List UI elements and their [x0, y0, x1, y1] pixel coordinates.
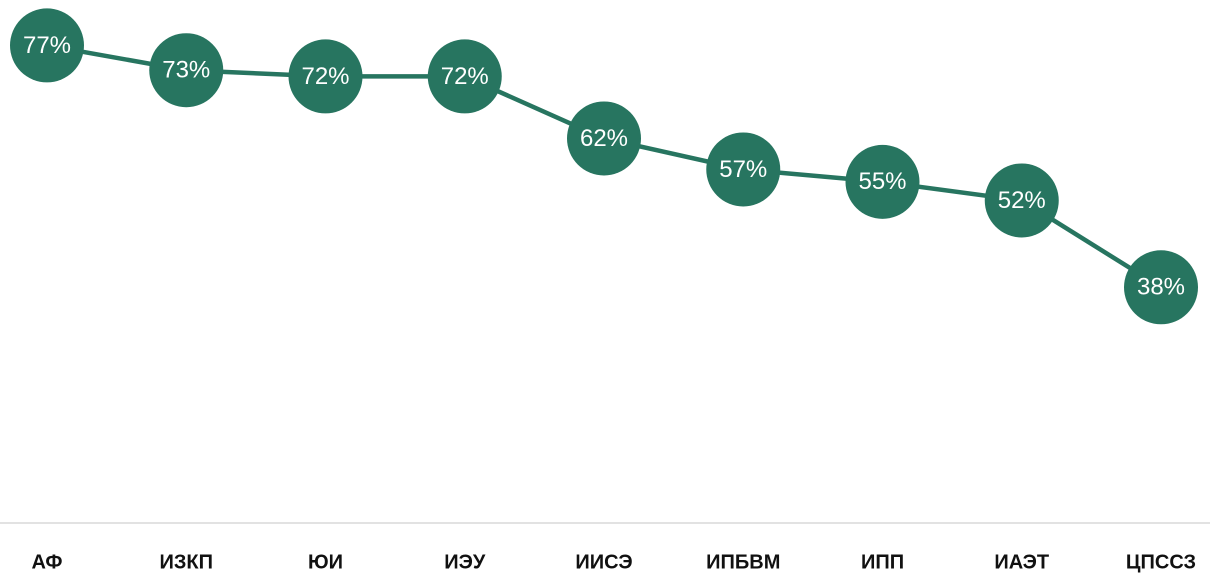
data-label: 77%: [23, 32, 71, 59]
data-label: 72%: [441, 63, 489, 90]
data-label: 73%: [162, 57, 210, 84]
data-label: 62%: [580, 125, 628, 152]
x-tick-label: ЮИ: [308, 551, 343, 573]
point: [427, 39, 502, 114]
x-tick-label: ИАЭТ: [994, 551, 1049, 573]
data-label: 72%: [301, 63, 349, 90]
point: [10, 8, 84, 83]
x-tick-label: ИЭУ: [444, 551, 486, 573]
x-tick-label: ИЗКП: [160, 551, 214, 573]
point: [845, 144, 920, 219]
data-label: 52%: [998, 187, 1046, 214]
x-tick-label: ЦПССЗ: [1126, 551, 1196, 573]
point: [288, 39, 363, 114]
x-tick-label: ИИСЭ: [575, 551, 632, 573]
data-label: 38%: [1137, 274, 1185, 301]
x-tick-label: ИПБВМ: [706, 551, 780, 573]
data-label: 55%: [858, 168, 906, 195]
point: [984, 163, 1059, 238]
point: [706, 132, 781, 207]
point: [567, 101, 641, 176]
data-label: 57%: [719, 156, 767, 183]
point: [149, 33, 224, 108]
x-tick-label: ИПП: [861, 551, 904, 573]
point: [1124, 250, 1198, 325]
x-tick-label: АФ: [31, 551, 62, 573]
